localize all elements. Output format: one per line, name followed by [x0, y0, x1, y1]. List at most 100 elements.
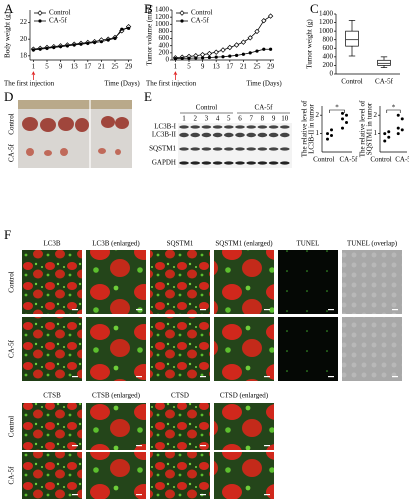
lane-label: 8 [261, 115, 265, 123]
point [206, 50, 213, 57]
point [235, 53, 239, 57]
point [326, 137, 329, 141]
micrograph [86, 250, 146, 314]
column-header: SQSTM1 (enlarged) [215, 240, 273, 248]
micrograph [214, 317, 274, 381]
point [345, 121, 348, 125]
blot-band [257, 147, 268, 151]
group-label: CA-5f [255, 104, 274, 112]
legend-marker [180, 19, 184, 23]
y-axis-label: Body weight (g) [4, 11, 12, 58]
scale-bar [72, 494, 78, 496]
point [341, 117, 344, 121]
lane-label: 4 [216, 115, 220, 123]
panel-letter: D [4, 89, 13, 104]
point [79, 42, 83, 46]
micrograph [22, 452, 82, 499]
y-axis-label: The relative level of [301, 100, 309, 157]
micrograph [22, 250, 82, 314]
column-header: CTSB (enlarged) [92, 392, 141, 400]
scale-bar [264, 376, 270, 378]
point [228, 54, 232, 58]
column-header: TUNEL [297, 240, 320, 248]
micrograph [86, 317, 146, 381]
tumor [26, 148, 34, 156]
point [45, 46, 49, 50]
blot-band [190, 161, 200, 165]
y-tick-label: 600 [323, 44, 334, 52]
blot-band [224, 161, 234, 165]
blot-band [257, 161, 268, 165]
column-header: LC3B (enlarged) [92, 240, 140, 248]
point [227, 44, 233, 51]
point [199, 51, 206, 58]
point [261, 18, 267, 24]
micrograph [214, 403, 274, 450]
y-tick-label: 800 [323, 35, 334, 43]
group-label: Control [196, 104, 217, 112]
blot-band [268, 147, 279, 151]
x-tick-label: 17 [226, 63, 234, 71]
point [93, 40, 97, 45]
tumor-photo [18, 100, 132, 168]
micrograph [278, 250, 338, 314]
legend-marker [38, 19, 42, 23]
legend-label: CA-5f [191, 17, 210, 25]
blot-band [212, 161, 223, 165]
lane-label: 2 [193, 115, 197, 123]
blot-band [235, 147, 245, 151]
micrograph [214, 250, 274, 314]
point [180, 56, 184, 60]
point [106, 38, 110, 42]
y-tick-label: 800 [159, 27, 170, 35]
lane-label: 7 [249, 115, 253, 123]
row-label: Control [8, 113, 16, 134]
y-tick-label: 400 [159, 41, 170, 49]
blot [178, 123, 292, 168]
tumor [75, 118, 89, 132]
tumor [98, 148, 106, 154]
y-tick-label: 600 [159, 34, 170, 42]
point [127, 26, 131, 30]
blot-band [201, 147, 212, 151]
point [330, 128, 333, 132]
legend-marker [179, 10, 185, 16]
y-tick-label: 1400 [155, 6, 170, 14]
x-tick-label: 1 [174, 63, 178, 71]
scale-bar [136, 309, 142, 311]
y-axis-label: Tumor volume (mm³) [146, 4, 154, 66]
scale-bar [72, 376, 78, 378]
x-tick-label: 25 [112, 63, 120, 71]
x-tick-label: Control [313, 156, 334, 164]
point [248, 51, 252, 55]
point [269, 47, 273, 51]
band-label: LC3B-I [154, 123, 176, 131]
point [52, 45, 56, 50]
y-tick-label: 1000 [155, 20, 170, 28]
x-tick-label: CA-5f [375, 78, 394, 86]
scale-bar [200, 445, 206, 447]
significance-mark: * [392, 104, 396, 112]
x-tick-label: 9 [201, 63, 205, 71]
blot-band [268, 161, 279, 165]
point [330, 133, 333, 137]
point [187, 56, 191, 60]
scale-bar [328, 376, 334, 378]
blot-band [235, 161, 245, 165]
x-tick-label: 21 [240, 63, 248, 71]
annotation: The first injection [146, 80, 197, 88]
blot-band [257, 125, 268, 129]
blot-band [179, 125, 189, 129]
point [38, 47, 42, 51]
panel-letter: B [144, 1, 153, 16]
micrograph [22, 403, 82, 450]
scale-bar [264, 309, 270, 311]
scale-bar [200, 376, 206, 378]
significance-bracket [386, 109, 401, 113]
x-tick-label: CA-5f [340, 156, 359, 164]
x-tick-label: 9 [59, 63, 63, 71]
row-label: Control [8, 271, 16, 292]
point [255, 49, 259, 53]
point [387, 135, 391, 139]
